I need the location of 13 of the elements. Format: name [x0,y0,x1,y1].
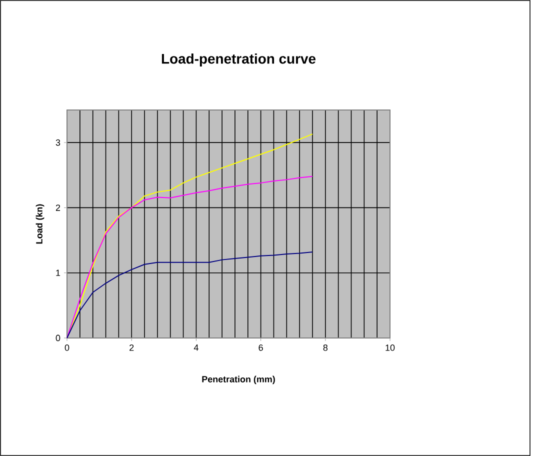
x-tick-label: 8 [323,344,328,351]
x-tick-label: 10 [386,344,395,351]
chart-title: Load-penetration curve [162,53,316,66]
y-axis-title: Load (kn) [36,204,44,244]
y-tick-label: 1 [56,270,60,276]
x-axis-title: Penetration (mm) [202,376,275,384]
y-tick-label: 0 [56,334,60,342]
x-tick-label: 0 [64,344,70,351]
x-tick-label: 4 [194,344,198,351]
y-tick-label: 3 [56,139,60,146]
x-tick-label: 6 [258,344,263,351]
y-tick-label: 2 [56,204,60,211]
x-tick-label: 2 [130,344,134,351]
